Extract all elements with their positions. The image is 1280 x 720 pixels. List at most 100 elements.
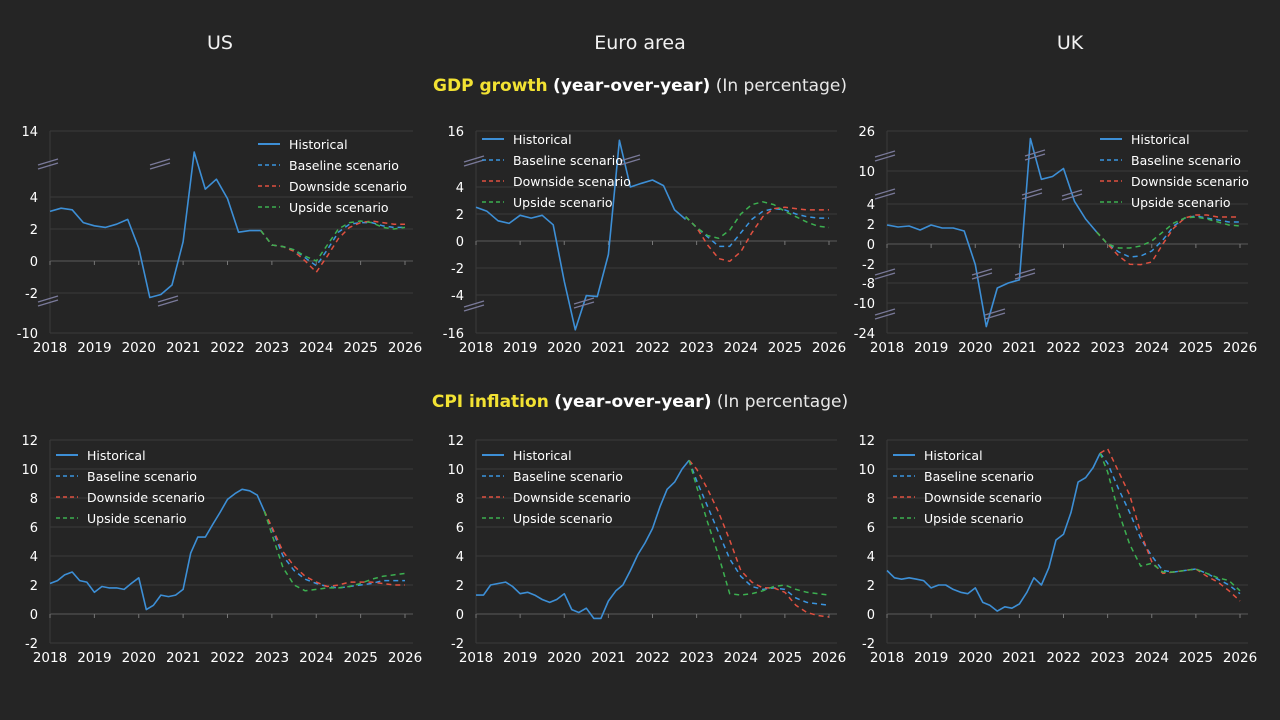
x-tick-label: 2024 xyxy=(299,650,333,666)
y-tick-label: 8 xyxy=(456,492,464,507)
chart-legend: Historical Baseline scenario Downside scen… xyxy=(56,448,205,526)
axis-break-icon xyxy=(1021,188,1043,200)
x-tick-label: 2023 xyxy=(679,340,713,356)
gdp-title-highlight: GDP growth xyxy=(433,76,548,96)
x-tick-label: 2025 xyxy=(343,650,377,666)
axis-break-icon xyxy=(573,297,595,309)
y-tick-label: 4 xyxy=(30,550,38,565)
legend-item: Downside scenario xyxy=(893,490,1042,505)
us-gdp-chart: -10 -2 0 2 4 14 2018 2019 2020 2021 2022 2023 2024 20… xyxy=(17,125,422,356)
axis-break-icon xyxy=(37,158,59,170)
uk-gdp-chart: -24 -10 -8 -2 0 2 4 10 26 2018 2019 2020 2021 2022 202… xyxy=(854,125,1257,356)
x-tick-label: 2026 xyxy=(812,650,846,666)
x-tick-label: 2020 xyxy=(958,650,992,666)
legend-item: Upside scenario xyxy=(56,511,187,526)
x-tick-label: 2020 xyxy=(958,340,992,356)
axis-break-icon xyxy=(984,308,1006,320)
legend-item: Upside scenario xyxy=(893,511,1024,526)
series-line-historical xyxy=(49,488,266,611)
y-tick-label: -10 xyxy=(854,297,875,312)
series-line-downside-scenario xyxy=(685,206,829,263)
cpi-title-bold: (year-over-year) xyxy=(554,392,712,412)
x-tick-label: 2024 xyxy=(1135,650,1169,666)
us-cpi-chart: -2 0 2 4 6 8 10 12 2018 2019 2020 2021 2022 2023 2024 2… xyxy=(21,434,422,666)
x-tick-label: 2021 xyxy=(166,650,200,666)
gdp-title-unit: (In percentage) xyxy=(715,76,847,96)
x-tick-label: 2020 xyxy=(122,650,156,666)
x-tick-label: 2026 xyxy=(388,340,422,356)
legend-label: Baseline scenario xyxy=(1131,153,1241,168)
y-tick-label: -8 xyxy=(862,277,875,292)
y-tick-label: 6 xyxy=(456,521,464,536)
legend-item: Downside scenario xyxy=(56,490,205,505)
y-tick-label: 4 xyxy=(867,550,875,565)
y-tick-label: 26 xyxy=(858,125,875,140)
legend-item: Upside scenario xyxy=(482,195,613,210)
legend-item: Baseline scenario xyxy=(56,469,197,484)
series-line-upside-scenario xyxy=(688,460,830,596)
legend-label: Upside scenario xyxy=(513,195,613,210)
legend-item: Historical xyxy=(1100,132,1190,147)
y-tick-label: 10 xyxy=(447,463,464,478)
chart-legend: Historical Baseline scenario Downside scen… xyxy=(482,132,631,210)
x-tick-label: 2024 xyxy=(724,650,758,666)
series-line-upside-scenario xyxy=(1096,216,1241,249)
x-tick-label: 2021 xyxy=(591,340,625,356)
x-tick-label: 2019 xyxy=(914,650,948,666)
y-tick-label: 2 xyxy=(30,223,38,238)
x-tick-label: 2023 xyxy=(255,340,289,356)
series-line-historical xyxy=(886,452,1101,612)
x-tick-label: 2018 xyxy=(459,340,493,356)
x-tick-label: 2022 xyxy=(210,650,244,666)
region-header-euro-area: Euro area xyxy=(594,32,686,54)
legend-item: Baseline scenario xyxy=(893,469,1034,484)
y-tick-label: -24 xyxy=(854,327,875,342)
axis-break-icon xyxy=(619,154,641,166)
legend-label: Upside scenario xyxy=(1131,195,1231,210)
x-tick-label: 2024 xyxy=(299,340,333,356)
x-tick-label: 2019 xyxy=(914,340,948,356)
x-tick-label: 2024 xyxy=(724,340,758,356)
y-tick-label: 6 xyxy=(30,521,38,536)
x-tick-label: 2026 xyxy=(388,650,422,666)
legend-item: Baseline scenario xyxy=(482,469,623,484)
axis-break-icon xyxy=(874,308,896,320)
legend-label: Downside scenario xyxy=(513,174,631,189)
series-line-historical xyxy=(886,137,1098,328)
axis-break-icon xyxy=(874,268,896,280)
legend-label: Historical xyxy=(87,448,146,463)
series-line-downside-scenario xyxy=(688,459,830,618)
x-tick-label: 2025 xyxy=(768,340,802,356)
y-tick-label: -2 xyxy=(862,637,875,652)
legend-label: Downside scenario xyxy=(87,490,205,505)
axis-break-icon xyxy=(874,188,896,200)
legend-label: Upside scenario xyxy=(289,200,389,215)
legend-label: Upside scenario xyxy=(924,511,1024,526)
y-tick-label: -2 xyxy=(25,287,38,302)
series-line-downside-scenario xyxy=(263,510,405,588)
legend-label: Downside scenario xyxy=(1131,174,1249,189)
y-tick-label: 12 xyxy=(447,434,464,449)
y-tick-label: 0 xyxy=(30,608,38,623)
legend-label: Downside scenario xyxy=(289,179,407,194)
cpi-title-unit: (In percentage) xyxy=(716,392,849,412)
x-tick-label: 2018 xyxy=(33,340,67,356)
chart-legend: Historical Baseline scenario Downside scen… xyxy=(893,448,1042,526)
series-line-historical xyxy=(475,139,687,331)
y-tick-label: -2 xyxy=(25,637,38,652)
series-line-downside-scenario xyxy=(1099,447,1241,602)
legend-item: Historical xyxy=(482,448,572,463)
legend-label: Historical xyxy=(289,137,348,152)
series-line-baseline-scenario xyxy=(1096,215,1240,258)
x-tick-label: 2022 xyxy=(210,340,244,356)
ea-cpi-chart: -2 0 2 4 6 8 10 12 2018 2019 2020 2021 2022 2023 2024 2… xyxy=(447,434,846,666)
legend-item: Upside scenario xyxy=(482,511,613,526)
y-tick-label: -2 xyxy=(451,637,464,652)
y-tick-label: 2 xyxy=(456,208,464,223)
y-tick-label: 12 xyxy=(21,434,38,449)
y-tick-label: -4 xyxy=(451,289,464,304)
series-line-upside-scenario xyxy=(260,220,406,262)
x-tick-label: 2019 xyxy=(503,650,537,666)
y-tick-label: 0 xyxy=(456,608,464,623)
